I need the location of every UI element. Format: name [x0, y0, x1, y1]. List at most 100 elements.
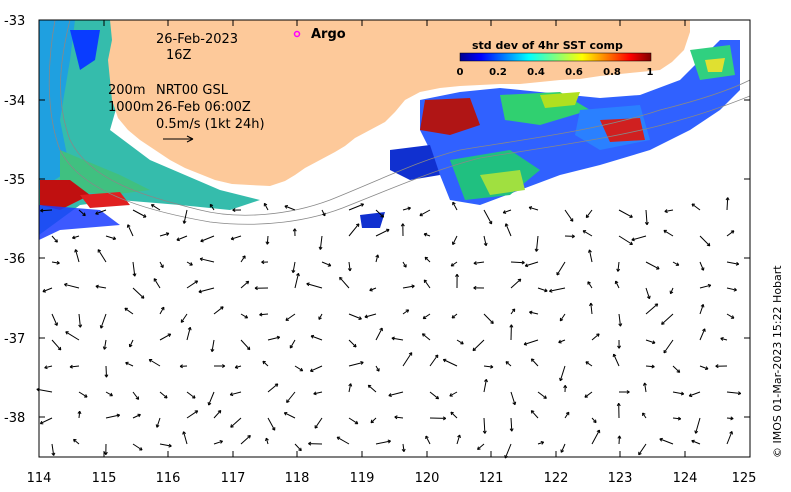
current-arrow: [284, 412, 296, 419]
current-arrow: [375, 209, 384, 218]
current-arrow: [286, 391, 296, 403]
current-arrow: [699, 328, 706, 341]
current-arrow: [318, 313, 323, 320]
current-arrowhead: [484, 378, 488, 383]
current-arrow: [528, 206, 539, 211]
product-time: 26-Feb 06:00Z: [156, 100, 251, 115]
current-arrowhead: [283, 412, 288, 416]
current-arrow: [560, 443, 566, 453]
current-arrowhead: [488, 220, 493, 225]
current-arrow: [451, 313, 458, 319]
current-arrowhead: [355, 223, 360, 227]
current-arrow: [537, 391, 547, 399]
current-arrowhead: [629, 214, 633, 218]
current-arrow: [314, 417, 323, 429]
current-arrowhead: [242, 255, 246, 259]
current-arrow: [726, 230, 735, 237]
current-arrow: [645, 339, 656, 344]
current-arrowhead: [729, 431, 733, 435]
current-arrowhead: [528, 206, 533, 210]
current-arrowhead: [457, 434, 461, 439]
current-arrow: [422, 333, 431, 341]
current-arrowhead: [387, 439, 391, 444]
current-arrowhead: [490, 320, 494, 324]
current-arrow: [259, 313, 269, 316]
current-arrow: [726, 313, 735, 319]
current-arrowhead: [358, 316, 362, 320]
current-arrow: [209, 204, 215, 211]
current-arrow: [97, 249, 107, 263]
current-arrowhead: [77, 410, 82, 415]
current-arrowhead: [669, 290, 674, 295]
current-arrowhead: [642, 412, 646, 417]
current-arrow: [211, 339, 215, 352]
current-arrow: [559, 313, 566, 322]
current-arrow: [661, 313, 674, 325]
current-arrowhead: [370, 419, 375, 424]
current-arrow: [51, 261, 60, 264]
current-arrow: [263, 203, 269, 211]
current-arrow: [691, 203, 701, 211]
current-arrowhead: [292, 228, 297, 232]
current-arrowhead: [182, 220, 187, 224]
current-arrowhead: [419, 212, 423, 217]
colorbar-tick: 0.2: [489, 67, 507, 78]
current-arrow: [73, 439, 80, 445]
current-arrowhead: [472, 347, 477, 352]
current-arrowhead: [219, 440, 223, 444]
current-arrow: [618, 313, 621, 327]
current-arrowhead: [217, 410, 222, 414]
current-arrowhead: [559, 377, 563, 382]
date-label: 26-Feb-2023: [156, 32, 238, 47]
current-arrowhead: [504, 223, 509, 227]
current-arrowhead: [299, 367, 304, 372]
current-arrow: [348, 339, 357, 348]
current-arrowhead: [563, 385, 568, 389]
current-arrowhead: [422, 315, 427, 320]
current-arrowhead: [187, 326, 192, 331]
argo-label: Argo: [311, 27, 346, 42]
current-arrowhead: [104, 374, 109, 378]
current-arrowhead: [210, 348, 215, 353]
colorbar-tick: 1: [647, 67, 654, 78]
current-arrow: [564, 209, 574, 222]
current-arrow: [294, 273, 299, 289]
current-arrow: [452, 235, 458, 245]
current-arrow: [689, 391, 701, 397]
current-arrow: [294, 365, 303, 372]
current-arrow: [477, 443, 485, 450]
current-arrow: [587, 281, 593, 289]
current-arrow: [213, 306, 224, 315]
current-arrow: [159, 261, 164, 268]
current-arrow: [186, 327, 191, 341]
current-arrow: [285, 313, 296, 321]
current-arrow: [388, 391, 404, 397]
current-arrowhead: [367, 384, 372, 389]
current-arrowhead: [318, 316, 322, 320]
current-arrowhead: [460, 340, 464, 345]
current-arrow: [504, 443, 512, 459]
current-arrowhead: [339, 276, 343, 281]
current-arrowhead: [148, 359, 153, 363]
current-arrowhead: [102, 346, 107, 350]
current-arrowhead: [680, 391, 685, 396]
current-arrow: [75, 249, 80, 263]
current-arrow: [510, 308, 516, 315]
lon-tick: 118: [285, 471, 310, 486]
current-arrow: [289, 339, 296, 349]
current-arrow: [132, 391, 139, 400]
current-arrow: [69, 365, 80, 368]
current-arrow: [186, 410, 198, 419]
current-arrowhead: [450, 263, 455, 267]
current-arrow: [664, 209, 674, 212]
lat-tick: -33: [4, 14, 25, 29]
current-arrowhead: [451, 315, 456, 319]
current-arrow: [535, 235, 539, 252]
current-arrowhead: [423, 279, 428, 283]
current-arrowhead: [452, 241, 456, 246]
current-arrowhead: [179, 364, 183, 369]
current-arrowhead: [160, 306, 165, 311]
current-arrowhead: [707, 283, 712, 288]
current-arrow: [402, 352, 413, 367]
current-arrow: [663, 339, 674, 354]
